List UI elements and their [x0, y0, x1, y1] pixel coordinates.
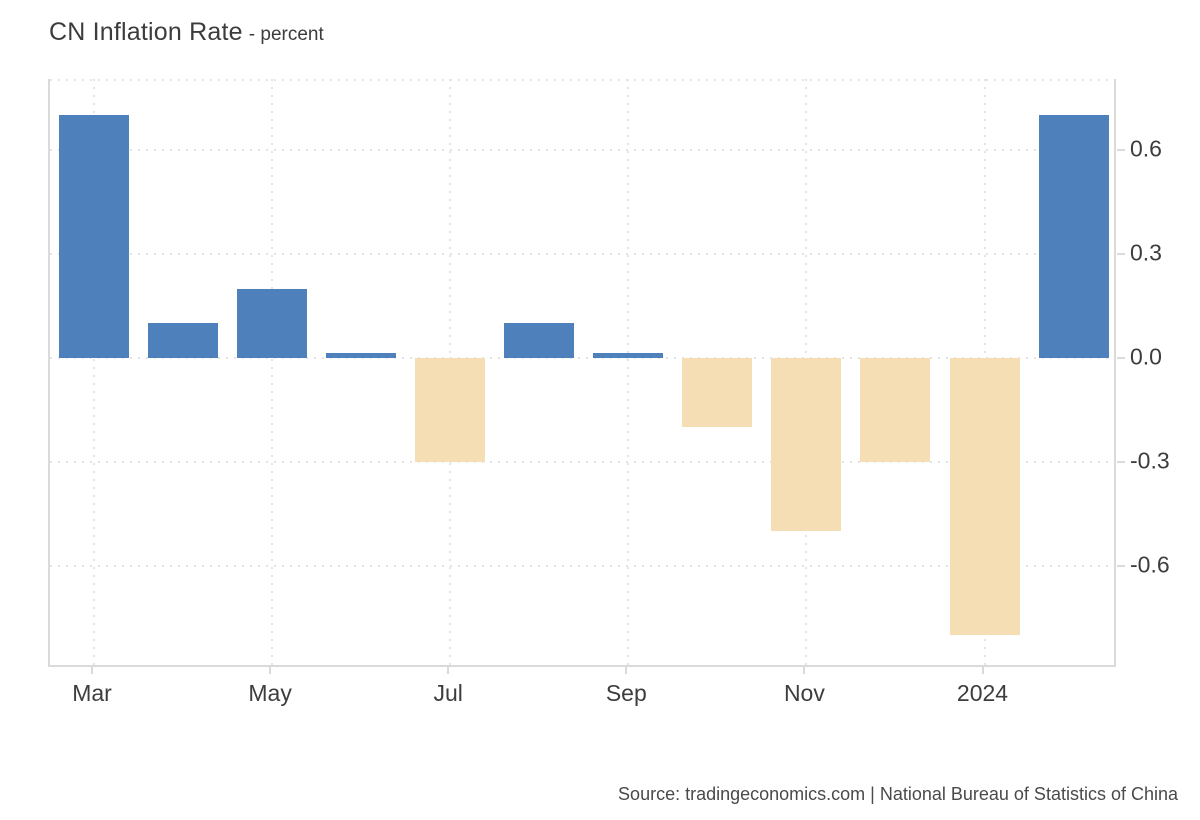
- y-axis-tick-mark: [1117, 357, 1125, 360]
- bar-jun[interactable]: [326, 353, 397, 359]
- bar-apr[interactable]: [148, 323, 219, 359]
- h-gridline: [50, 253, 1114, 256]
- y-axis-tick-label: 0.0: [1130, 343, 1162, 370]
- h-gridline: [50, 149, 1114, 152]
- h-gridline: [50, 357, 1114, 360]
- y-axis-tick-label: 0.3: [1130, 239, 1162, 266]
- bar-sep[interactable]: [593, 353, 664, 359]
- x-axis-tick-mark: [803, 667, 806, 674]
- y-axis-tick-label: -0.3: [1130, 447, 1170, 474]
- y-axis-tick-mark: [1117, 565, 1125, 568]
- y-axis-tick-mark: [1117, 253, 1125, 256]
- x-axis-tick-mark: [447, 667, 450, 674]
- x-axis-tick-mark: [981, 667, 984, 674]
- h-gridline: [50, 461, 1114, 464]
- chart-header: CN Inflation Rate - percent: [49, 18, 324, 47]
- bar-nov[interactable]: [771, 358, 842, 532]
- v-gridline: [93, 79, 95, 665]
- bar-feb[interactable]: [1038, 115, 1109, 359]
- bar-may[interactable]: [237, 288, 308, 359]
- source-attribution: Source: tradingeconomics.com | National …: [618, 784, 1178, 804]
- chart-title: CN Inflation Rate: [49, 18, 243, 46]
- plot-top-border: [50, 79, 1114, 81]
- y-axis-tick-mark: [1117, 149, 1125, 152]
- bar-aug[interactable]: [504, 323, 575, 359]
- y-axis-tick-label: 0.6: [1130, 135, 1162, 162]
- bar-dec[interactable]: [860, 358, 931, 463]
- x-axis-tick-label: 2024: [956, 680, 1009, 706]
- y-axis-tick-mark: [1117, 461, 1125, 464]
- x-axis-tick-mark: [625, 667, 628, 674]
- h-gridline: [50, 565, 1114, 568]
- chart-subtitle: - percent: [248, 24, 324, 45]
- bar-mar[interactable]: [59, 115, 129, 359]
- v-gridline: [271, 79, 274, 665]
- x-axis-tick-label: Nov: [783, 680, 825, 706]
- x-axis-tick-mark: [91, 667, 93, 674]
- bar-oct[interactable]: [682, 358, 753, 428]
- bar-jul[interactable]: [415, 358, 486, 463]
- v-gridline: [627, 79, 630, 665]
- x-axis-tick-label: Jul: [433, 680, 463, 706]
- plot-area: [48, 79, 1116, 667]
- x-axis-tick-mark: [269, 667, 272, 674]
- x-axis-tick-label: Mar: [72, 680, 112, 706]
- x-axis-tick-label: Sep: [605, 680, 647, 706]
- x-axis-tick-label: May: [248, 680, 292, 706]
- y-axis-tick-label: -0.6: [1130, 551, 1170, 578]
- bar-2024[interactable]: [949, 358, 1020, 636]
